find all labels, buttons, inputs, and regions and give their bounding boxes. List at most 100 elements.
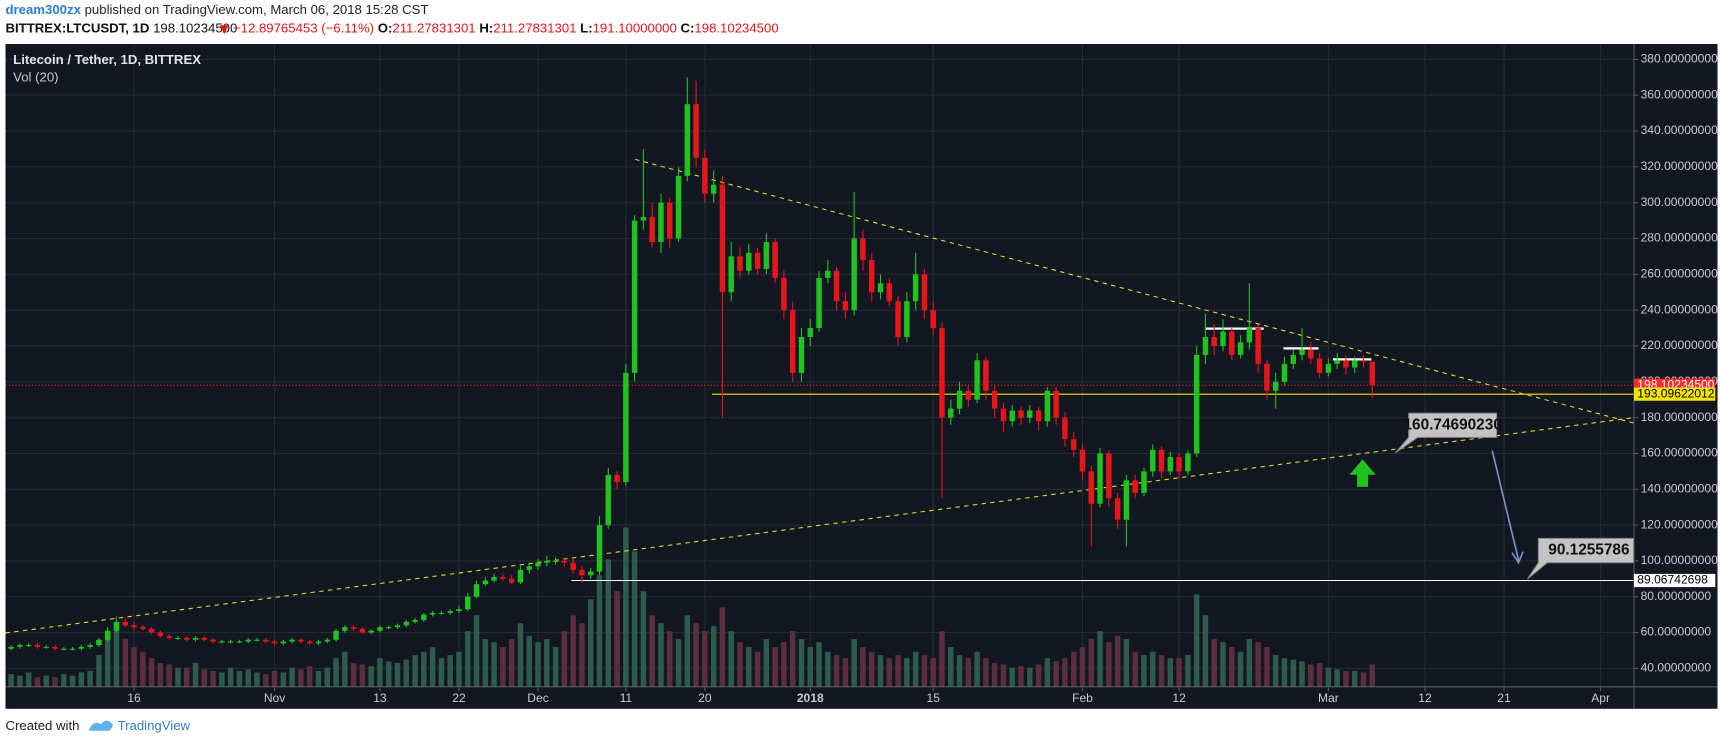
candle-body — [263, 639, 269, 642]
candle-body — [315, 641, 322, 644]
published: published on TradingView.com, March 06, … — [85, 3, 429, 18]
volume-bar — [280, 672, 287, 687]
volume-bar — [807, 646, 813, 687]
price-level-label: 193.09622012 — [1637, 386, 1715, 400]
candle-body — [34, 645, 41, 647]
volume-bar — [983, 658, 989, 687]
x-tick-label: 2018 — [797, 691, 824, 705]
volume-bar — [500, 646, 506, 687]
candle-body — [702, 157, 708, 194]
candle-body — [983, 360, 989, 391]
volume-bar — [210, 670, 216, 687]
candle-body — [1070, 439, 1077, 450]
candle-body — [869, 260, 875, 293]
candle-body — [649, 217, 655, 243]
author[interactable]: dream300zx — [5, 3, 81, 18]
volume-bar — [895, 654, 901, 687]
x-tick-label: 21 — [1497, 691, 1511, 705]
volume-bar — [69, 675, 76, 687]
volume-bar — [623, 527, 629, 687]
candle-body — [675, 175, 682, 239]
volume-bar — [508, 639, 515, 687]
ohlc-value: 211.27831301 — [392, 21, 475, 36]
volume-bar — [754, 651, 761, 687]
candle-body — [1299, 349, 1305, 355]
candle-body — [43, 646, 49, 648]
volume-bar — [587, 599, 594, 687]
volume-bar — [1272, 654, 1279, 687]
candle-body — [368, 630, 374, 633]
volume-bar — [1106, 642, 1112, 687]
volume-bar — [737, 642, 743, 687]
candle-body — [157, 632, 164, 637]
volume-bar — [43, 675, 49, 687]
volume-bar — [649, 615, 655, 687]
footer-brand[interactable]: TradingView — [118, 718, 191, 733]
volume-bar — [1220, 642, 1226, 687]
y-tick-label: 340.00000000 — [1641, 123, 1719, 137]
candle-body — [623, 372, 629, 483]
volume-bar — [1264, 646, 1270, 687]
volume-bar — [1246, 639, 1253, 687]
candle-body — [201, 637, 208, 640]
candle-body — [96, 639, 102, 646]
volume-bar — [456, 651, 462, 687]
candle-body — [184, 637, 190, 640]
volume-bar — [552, 646, 559, 687]
chart-background — [5, 43, 1718, 709]
candle-body — [1132, 480, 1138, 493]
volume-bar — [1009, 667, 1015, 687]
candle-body — [991, 390, 998, 409]
volume-bar — [368, 666, 374, 687]
y-tick-label: 300.00000000 — [1641, 195, 1719, 209]
candle-body — [614, 474, 620, 483]
candle-body — [456, 609, 462, 612]
volume-bar — [1237, 651, 1244, 687]
candle-body — [403, 621, 410, 626]
price-level-tag — [1633, 387, 1716, 401]
candle-body — [377, 627, 383, 631]
candle-body — [1027, 410, 1033, 418]
volume-bar — [1316, 662, 1323, 687]
candle-body — [122, 621, 129, 626]
volume-bar — [570, 615, 576, 687]
volume-bar — [1097, 631, 1103, 687]
candle-body — [631, 220, 638, 373]
candle-body — [140, 627, 146, 629]
volume-bar — [491, 642, 497, 687]
x-tick-label: Nov — [264, 691, 285, 705]
volume-bar — [403, 659, 410, 687]
volume-bar — [298, 669, 304, 687]
candle-body — [939, 328, 945, 418]
candle-body — [658, 202, 664, 243]
volume-bar — [1158, 654, 1165, 687]
volume-bar — [263, 674, 269, 687]
candle-body — [447, 611, 453, 613]
candle-body — [25, 645, 32, 647]
volume-bar — [702, 631, 708, 687]
candle-body — [781, 277, 787, 311]
candle-body — [1264, 363, 1270, 391]
x-tick-label: 13 — [373, 691, 387, 705]
volume-bar — [728, 631, 734, 687]
candle-body — [1053, 390, 1059, 418]
footer-text: Created with — [5, 718, 79, 733]
candle-body — [1290, 354, 1296, 364]
y-tick-label: 120.00000000 — [1641, 517, 1719, 531]
volume-bar — [877, 654, 884, 687]
volume-bar — [1123, 639, 1130, 687]
candle-body — [482, 580, 489, 585]
ohlc-line: −12.89765453 (−6.11%) O:211.27831301 H:2… — [233, 21, 779, 36]
candle-body — [148, 628, 155, 633]
volume-bar — [912, 651, 919, 687]
candle-body — [350, 627, 357, 629]
volume-bar — [1000, 664, 1007, 687]
candle-body — [87, 645, 93, 647]
volume-bar — [78, 672, 85, 687]
y-tick-label: 220.00000000 — [1641, 338, 1719, 352]
candle-body — [1255, 328, 1261, 364]
trend-line — [5, 417, 1634, 634]
ohlc-label: L: — [580, 21, 592, 36]
volume-bar — [658, 623, 664, 687]
symbol: BITTREX:LTCUSDT, 1D — [5, 21, 149, 36]
